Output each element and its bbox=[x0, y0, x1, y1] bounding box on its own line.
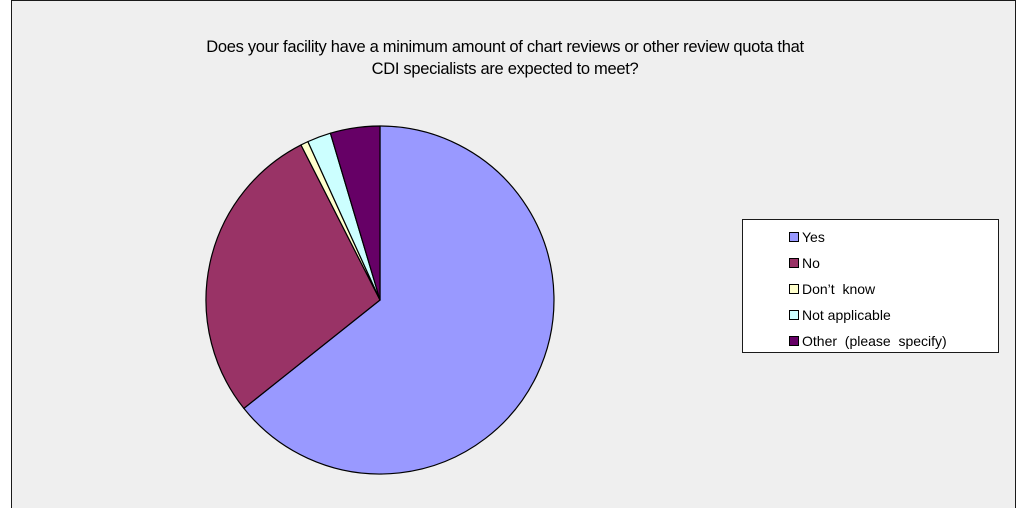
legend-item-not-applicable: Not applicable bbox=[743, 302, 998, 328]
chart-title-line-2: CDI specialists are expected to meet? bbox=[371, 60, 639, 78]
legend-item-no: No bbox=[743, 250, 998, 276]
legend-label-not-applicable: Not applicable bbox=[802, 307, 891, 323]
legend-swatch-not-applicable bbox=[789, 310, 799, 320]
pie-slice-other bbox=[329, 125, 381, 301]
pie-slice-yes bbox=[243, 125, 555, 475]
legend-label-dont-know: Don’t know bbox=[802, 281, 876, 297]
legend-swatch-yes bbox=[789, 232, 799, 242]
legend-label-other: Other (please specify) bbox=[802, 333, 947, 349]
legend-label-yes: Yes bbox=[802, 229, 825, 245]
legend-label-no: No bbox=[802, 255, 820, 271]
legend-swatch-dont-know bbox=[789, 284, 799, 294]
legend-item-yes: Yes bbox=[743, 224, 998, 250]
legend-item-dont-know: Don’t know bbox=[743, 276, 998, 302]
chart-legend: Yes No Don’t know Not applicable Other (… bbox=[742, 219, 999, 353]
pie-slice-no bbox=[205, 144, 381, 409]
legend-item-other: Other (please specify) bbox=[743, 328, 998, 354]
chart-title-line-1: Does your facility have a minimum amount… bbox=[206, 38, 804, 56]
legend-swatch-no bbox=[789, 258, 799, 268]
legend-swatch-other bbox=[789, 336, 799, 346]
chart-title: Does your facility have a minimum amount… bbox=[0, 36, 1010, 80]
